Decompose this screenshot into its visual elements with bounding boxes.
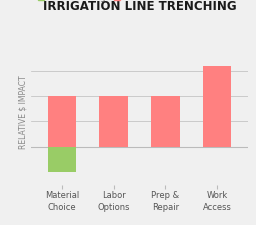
Legend: Possible Savings, Possible Overrun: Possible Savings, Possible Overrun	[35, 0, 190, 5]
Bar	[151, 96, 180, 147]
Title: IRRIGATION LINE TRENCHING: IRRIGATION LINE TRENCHING	[43, 0, 236, 13]
Bar	[48, 96, 76, 147]
Y-axis label: RELATIVE $ IMPACT: RELATIVE $ IMPACT	[19, 76, 28, 149]
Bar	[48, 147, 76, 172]
Bar	[99, 96, 128, 147]
Bar	[203, 66, 231, 147]
